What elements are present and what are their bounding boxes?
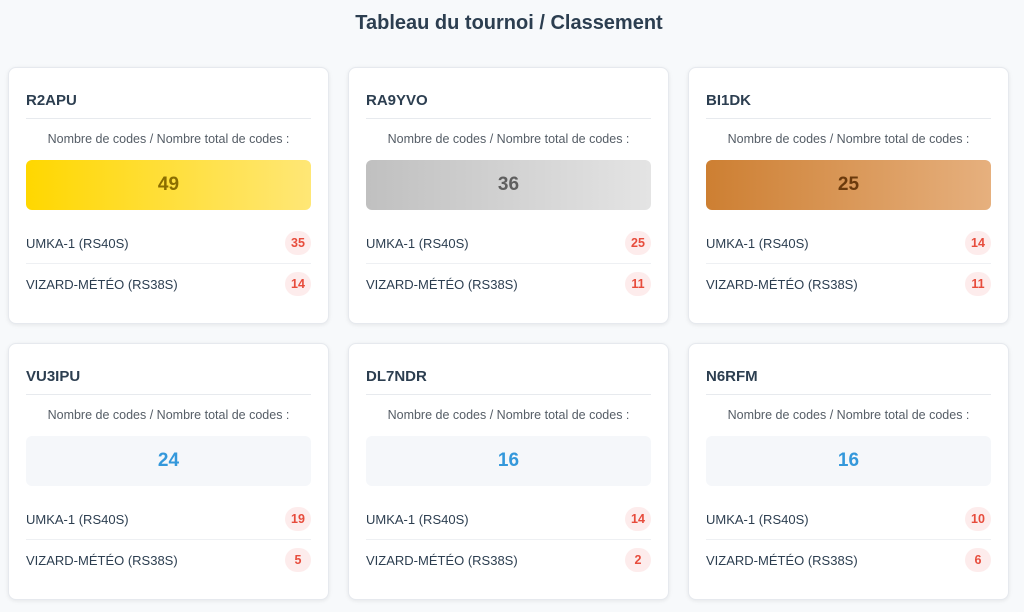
probe-count-badge: 25 xyxy=(625,231,651,255)
page-title: Tableau du tournoi / Classement xyxy=(355,12,663,34)
total-score: 36 xyxy=(366,160,651,210)
callsign: R2APU xyxy=(26,68,311,119)
probe-label: VIZARD-MÉTÉO (RS38S) xyxy=(26,552,178,568)
participant-card: N6RFM Nombre de codes / Nombre total de … xyxy=(688,343,1009,600)
probe-count-badge: 14 xyxy=(625,507,651,531)
probe-list: UMKA-1 (RS40S) 25 VIZARD-MÉTÉO (RS38S) 1… xyxy=(366,223,651,304)
probe-list: UMKA-1 (RS40S) 35 VIZARD-MÉTÉO (RS38S) 1… xyxy=(26,223,311,304)
codes-label: Nombre de codes / Nombre total de codes … xyxy=(387,132,630,146)
probe-count-badge: 19 xyxy=(285,507,311,531)
probe-row: VIZARD-MÉTÉO (RS38S) 6 xyxy=(706,539,991,580)
codes-label: Nombre de codes / Nombre total de codes … xyxy=(727,408,970,422)
probe-row: UMKA-1 (RS40S) 19 xyxy=(26,499,311,539)
codes-label: Nombre de codes / Nombre total de codes … xyxy=(47,408,290,422)
codes-label: Nombre de codes / Nombre total de codes … xyxy=(47,132,290,146)
probe-label: VIZARD-MÉTÉO (RS38S) xyxy=(706,276,858,292)
probe-label: VIZARD-MÉTÉO (RS38S) xyxy=(706,552,858,568)
total-score: 16 xyxy=(366,436,651,486)
probe-row: UMKA-1 (RS40S) 10 xyxy=(706,499,991,539)
probe-label: VIZARD-MÉTÉO (RS38S) xyxy=(366,276,518,292)
participant-card: DL7NDR Nombre de codes / Nombre total de… xyxy=(348,343,669,600)
probe-label: UMKA-1 (RS40S) xyxy=(366,235,469,251)
callsign: BI1DK xyxy=(706,68,991,119)
callsign: VU3IPU xyxy=(26,344,311,395)
probe-label: VIZARD-MÉTÉO (RS38S) xyxy=(366,552,518,568)
probe-count-badge: 5 xyxy=(285,548,311,572)
participant-card: VU3IPU Nombre de codes / Nombre total de… xyxy=(8,343,329,600)
callsign: DL7NDR xyxy=(366,344,651,395)
probe-count-badge: 6 xyxy=(965,548,991,572)
probe-row: VIZARD-MÉTÉO (RS38S) 11 xyxy=(366,263,651,304)
probe-list: UMKA-1 (RS40S) 19 VIZARD-MÉTÉO (RS38S) 5 xyxy=(26,499,311,580)
probe-list: UMKA-1 (RS40S) 10 VIZARD-MÉTÉO (RS38S) 6 xyxy=(706,499,991,580)
probe-label: UMKA-1 (RS40S) xyxy=(366,511,469,527)
probe-label: VIZARD-MÉTÉO (RS38S) xyxy=(26,276,178,292)
probe-count-badge: 2 xyxy=(625,548,651,572)
codes-label: Nombre de codes / Nombre total de codes … xyxy=(727,132,970,146)
callsign: RA9YVO xyxy=(366,68,651,119)
leaderboard-grid: R2APU Nombre de codes / Nombre total de … xyxy=(8,67,1010,600)
probe-count-badge: 14 xyxy=(285,272,311,296)
probe-row: VIZARD-MÉTÉO (RS38S) 14 xyxy=(26,263,311,304)
probe-row: UMKA-1 (RS40S) 14 xyxy=(366,499,651,539)
participant-card: RA9YVO Nombre de codes / Nombre total de… xyxy=(348,67,669,324)
probe-label: UMKA-1 (RS40S) xyxy=(706,511,809,527)
probe-row: VIZARD-MÉTÉO (RS38S) 2 xyxy=(366,539,651,580)
probe-row: VIZARD-MÉTÉO (RS38S) 11 xyxy=(706,263,991,304)
probe-row: UMKA-1 (RS40S) 25 xyxy=(366,223,651,263)
total-score: 25 xyxy=(706,160,991,210)
probe-count-badge: 14 xyxy=(965,231,991,255)
total-score: 16 xyxy=(706,436,991,486)
probe-row: UMKA-1 (RS40S) 14 xyxy=(706,223,991,263)
probe-count-badge: 10 xyxy=(965,507,991,531)
probe-list: UMKA-1 (RS40S) 14 VIZARD-MÉTÉO (RS38S) 2 xyxy=(366,499,651,580)
participant-card: BI1DK Nombre de codes / Nombre total de … xyxy=(688,67,1009,324)
probe-count-badge: 35 xyxy=(285,231,311,255)
probe-count-badge: 11 xyxy=(625,272,651,296)
probe-label: UMKA-1 (RS40S) xyxy=(26,235,129,251)
total-score: 49 xyxy=(26,160,311,210)
probe-count-badge: 11 xyxy=(965,272,991,296)
codes-label: Nombre de codes / Nombre total de codes … xyxy=(387,408,630,422)
probe-row: UMKA-1 (RS40S) 35 xyxy=(26,223,311,263)
callsign: N6RFM xyxy=(706,344,991,395)
probe-label: UMKA-1 (RS40S) xyxy=(26,511,129,527)
probe-row: VIZARD-MÉTÉO (RS38S) 5 xyxy=(26,539,311,580)
participant-card: R2APU Nombre de codes / Nombre total de … xyxy=(8,67,329,324)
probe-label: UMKA-1 (RS40S) xyxy=(706,235,809,251)
probe-list: UMKA-1 (RS40S) 14 VIZARD-MÉTÉO (RS38S) 1… xyxy=(706,223,991,304)
total-score: 24 xyxy=(26,436,311,486)
